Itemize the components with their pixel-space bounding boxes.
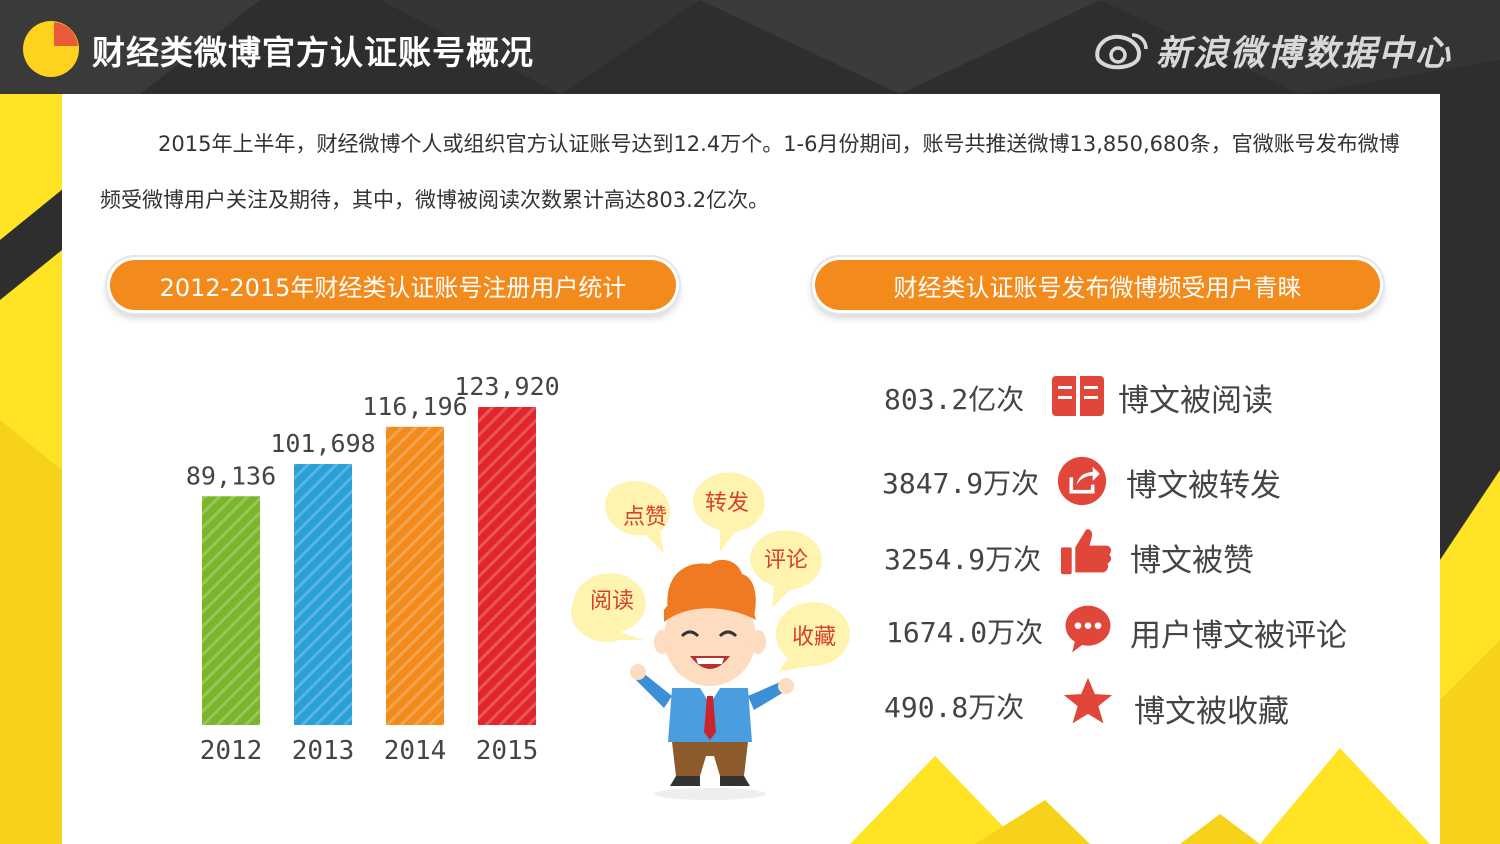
bubble-read: 阅读 [570,573,646,643]
pie-chart-icon [23,21,79,77]
brand-logo: 新浪微博数据中心 [1092,26,1452,74]
bubble-share-text: 转发 [705,491,749,516]
page-title: 财经类微博官方认证账号概况 [92,33,534,72]
category-label: 2012 [200,736,263,766]
brand-name: 新浪微博数据中心 [1155,33,1452,74]
bar-value-label: 123,920 [454,372,559,401]
bubble-comment: 评论 [750,530,822,608]
bubble-favorite-text: 收藏 [792,625,836,650]
bubble-favorite: 收藏 [775,602,850,672]
weibo-eye-icon [1095,33,1148,70]
bar-value-label: 101,698 [270,429,375,458]
header-bar: 财经类微博官方认证账号概况 新浪微博数据中心 [0,0,1500,94]
intro-paragraph: 2015年上半年，财经微博个人或组织官方认证账号达到12.4万个。1-6月份期间… [100,132,1400,212]
bubble-comment-text: 评论 [764,548,808,573]
content-panel [62,94,1440,844]
bar-chart: 89,136 2012 101,698 2013 116,196 2014 123,920 2… [186,372,560,766]
category-label: 2014 [384,736,447,766]
bar-stripes-2013 [294,464,352,725]
bubble-read-text: 阅读 [590,589,634,614]
bubble-like-text: 点赞 [623,505,667,530]
bar-stripes-2014 [386,426,444,725]
bar-stripes-2015 [478,407,536,725]
bar-stripes-2012 [202,496,260,725]
section-title-right: 财经类认证账号发布微博频受用户青睐 [815,260,1380,310]
bar-value-label: 89,136 [186,461,276,490]
cartoon-person-illustration: 点赞 转发 评论 阅读 收藏 [570,472,850,800]
section-title-left: 2012-2015年财经类认证账号注册用户统计 [110,260,676,310]
bubble-share: 转发 [692,472,765,552]
category-label: 2015 [476,736,539,766]
bubble-like: 点赞 [605,480,671,554]
bar-value-label: 116,196 [362,392,467,421]
category-label: 2013 [292,736,355,766]
